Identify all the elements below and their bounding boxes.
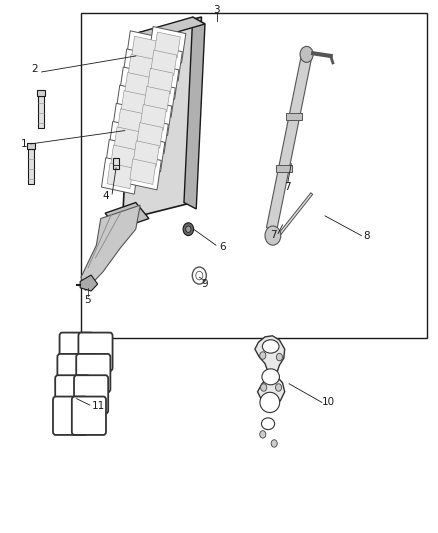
FancyBboxPatch shape [57, 354, 92, 392]
Polygon shape [149, 27, 186, 63]
Bar [113, 158, 119, 169]
Bar [27, 143, 35, 149]
Polygon shape [131, 17, 205, 42]
Polygon shape [105, 203, 149, 229]
Bar [286, 113, 302, 120]
Polygon shape [112, 103, 149, 140]
Polygon shape [109, 122, 145, 158]
Polygon shape [131, 117, 168, 154]
Polygon shape [154, 32, 180, 58]
Polygon shape [135, 99, 172, 135]
FancyBboxPatch shape [60, 333, 94, 371]
Polygon shape [117, 109, 144, 134]
Text: 9: 9 [201, 279, 208, 289]
Text: 2: 2 [31, 64, 38, 74]
Polygon shape [266, 54, 312, 231]
Bar [276, 165, 292, 172]
Text: 6: 6 [219, 243, 226, 252]
Bar [37, 90, 45, 96]
Bar [28, 149, 34, 184]
Polygon shape [105, 140, 142, 176]
Text: 5: 5 [84, 295, 91, 304]
Polygon shape [128, 54, 154, 80]
Polygon shape [133, 141, 159, 166]
Polygon shape [130, 159, 156, 184]
Polygon shape [126, 31, 163, 67]
FancyBboxPatch shape [76, 354, 110, 392]
Polygon shape [145, 45, 182, 81]
Text: 4: 4 [102, 191, 110, 200]
Circle shape [260, 352, 266, 359]
Circle shape [196, 271, 203, 280]
Ellipse shape [262, 340, 279, 353]
Polygon shape [138, 81, 175, 117]
Polygon shape [119, 67, 156, 103]
Bar [81, 13, 427, 338]
Polygon shape [102, 158, 138, 194]
Text: 1: 1 [21, 139, 28, 149]
Polygon shape [137, 123, 163, 148]
Polygon shape [123, 49, 159, 85]
Text: 10: 10 [322, 398, 335, 407]
Polygon shape [128, 135, 165, 172]
FancyBboxPatch shape [74, 375, 108, 414]
Polygon shape [110, 145, 137, 171]
Bar [38, 96, 44, 128]
Circle shape [271, 440, 277, 447]
Text: 8: 8 [364, 231, 371, 240]
FancyBboxPatch shape [55, 375, 89, 414]
Text: 7: 7 [284, 182, 291, 191]
FancyBboxPatch shape [72, 397, 106, 435]
Polygon shape [80, 275, 98, 291]
Circle shape [300, 46, 313, 62]
Circle shape [183, 223, 194, 236]
Polygon shape [147, 68, 173, 94]
Polygon shape [124, 154, 161, 190]
Text: 7: 7 [270, 230, 277, 239]
Ellipse shape [261, 418, 275, 430]
Polygon shape [81, 205, 140, 290]
Polygon shape [121, 91, 147, 116]
FancyBboxPatch shape [78, 333, 113, 371]
Polygon shape [140, 104, 166, 130]
Circle shape [276, 384, 282, 391]
Polygon shape [107, 163, 133, 189]
Polygon shape [123, 17, 201, 220]
FancyBboxPatch shape [53, 397, 87, 435]
Ellipse shape [260, 392, 279, 413]
Circle shape [276, 353, 283, 361]
Text: 11: 11 [92, 401, 105, 411]
Polygon shape [124, 72, 151, 98]
Circle shape [260, 431, 266, 438]
Circle shape [186, 226, 191, 232]
Polygon shape [255, 336, 285, 405]
Polygon shape [184, 17, 205, 209]
Text: 3: 3 [213, 5, 220, 14]
Polygon shape [151, 50, 177, 76]
Polygon shape [131, 36, 158, 62]
Polygon shape [114, 127, 140, 152]
Ellipse shape [262, 369, 279, 385]
Polygon shape [116, 85, 152, 122]
Circle shape [192, 267, 206, 284]
Circle shape [261, 384, 267, 391]
Polygon shape [144, 86, 170, 112]
Polygon shape [142, 63, 179, 99]
Circle shape [265, 226, 281, 245]
